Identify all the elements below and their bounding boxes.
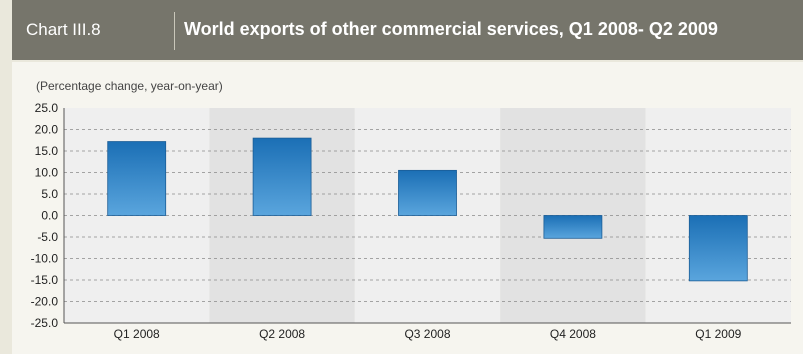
y-tick-label: -10.0 xyxy=(31,252,59,266)
x-tick-label: Q2 2008 xyxy=(259,327,305,341)
bars xyxy=(107,137,748,282)
bar xyxy=(688,215,748,282)
y-tick-label: -25.0 xyxy=(31,316,59,330)
y-tick-label: 5.0 xyxy=(41,187,58,201)
y-tick-label: 10.0 xyxy=(35,166,59,180)
x-tick-label: Q1 2008 xyxy=(114,327,160,341)
y-axis: 25.0 20.0 15.0 10.0 5.0 0.0 -5.0 -10.0 -15.0 -20.… xyxy=(31,101,65,330)
bar xyxy=(252,137,312,216)
y-tick-label: 15.0 xyxy=(35,144,59,158)
header-divider xyxy=(174,12,175,50)
gridlines xyxy=(64,129,791,302)
y-tick-label: -5.0 xyxy=(37,230,58,244)
chart-subtitle: (Percentage change, year-on-year) xyxy=(36,79,223,93)
y-tick-label: 20.0 xyxy=(35,123,59,137)
x-tick-label: Q3 2008 xyxy=(404,327,450,341)
x-axis: Q1 2008 Q2 2008 Q3 2008 Q4 2008 Q1 2009 xyxy=(64,322,791,341)
chart-number: Chart III.8 xyxy=(26,20,101,39)
y-tick-label: -15.0 xyxy=(31,273,59,287)
y-tick-label: 0.0 xyxy=(41,209,58,223)
y-tick-label: 25.0 xyxy=(35,101,59,115)
x-tick-label: Q1 2009 xyxy=(695,327,741,341)
chart-header xyxy=(12,0,803,60)
chart-title: World exports of other commercial servic… xyxy=(184,19,718,39)
x-tick-label: Q4 2008 xyxy=(550,327,596,341)
y-tick-label: -20.0 xyxy=(31,295,59,309)
bar xyxy=(543,215,603,239)
bar xyxy=(398,169,457,216)
bar xyxy=(107,141,167,216)
